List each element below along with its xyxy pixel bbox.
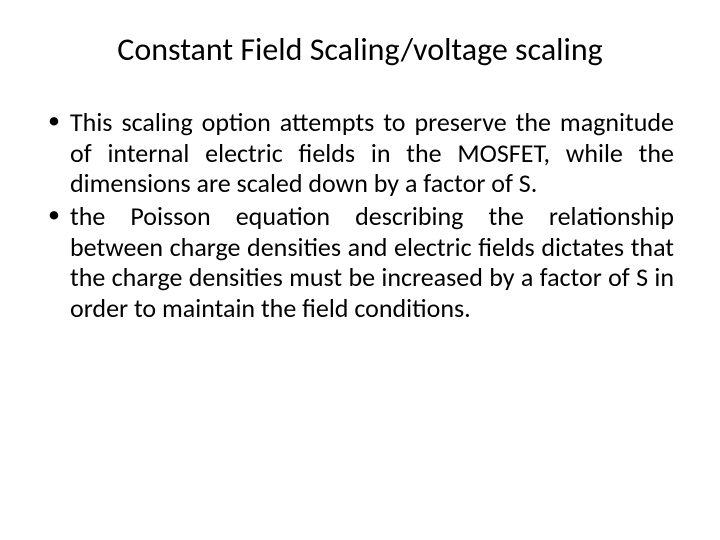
list-item: the Poisson equation describing the rela… xyxy=(46,201,674,324)
slide: Constant Field Scaling/voltage scaling T… xyxy=(0,0,720,540)
list-item: This scaling option attempts to preserve… xyxy=(46,107,674,199)
slide-title: Constant Field Scaling/voltage scaling xyxy=(46,30,674,69)
bullet-list: This scaling option attempts to preserve… xyxy=(46,107,674,324)
